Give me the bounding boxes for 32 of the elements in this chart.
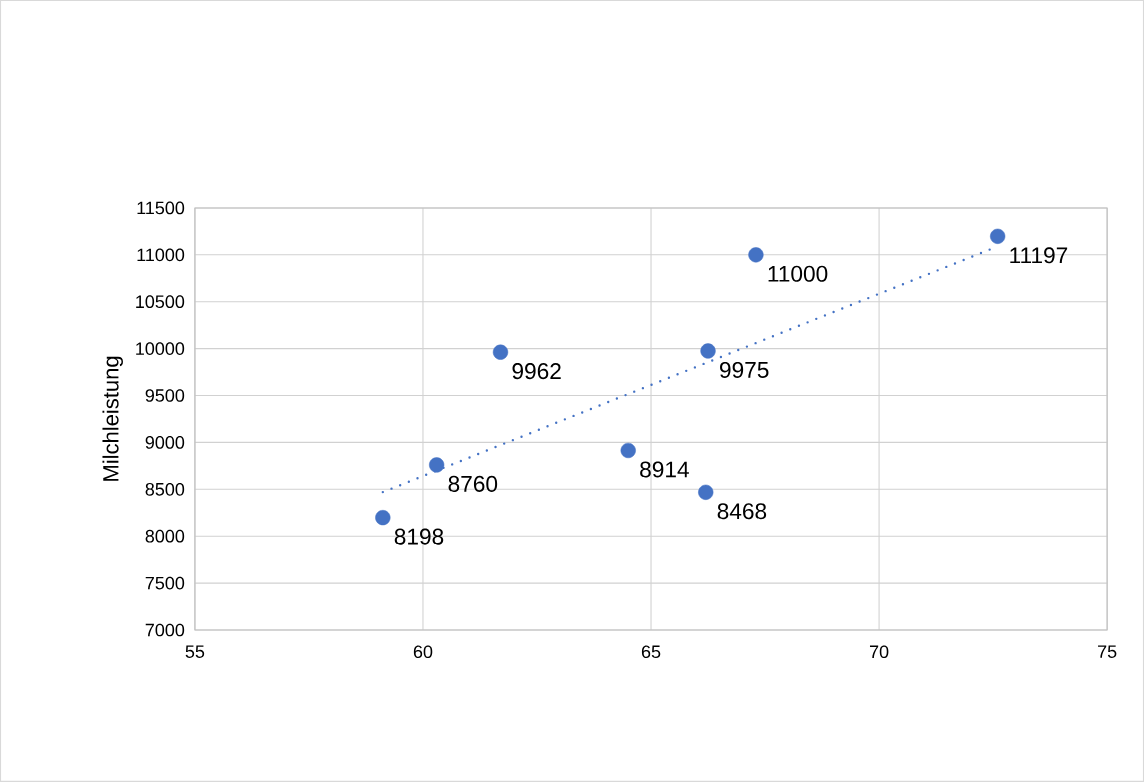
y-tick-label: 8500 (145, 482, 185, 496)
point (492, 344, 509, 360)
y-tick-label: 8000 (145, 529, 185, 543)
y-tick-label: 11000 (137, 248, 185, 262)
y-tick-label: 7000 (145, 623, 185, 637)
point (620, 442, 636, 459)
data-label: 8914 (640, 461, 689, 478)
point (375, 510, 391, 526)
y-tick-label: 9000 (145, 436, 185, 449)
y-tick-label: 11500 (137, 201, 185, 215)
data-label: 8198 (394, 528, 444, 545)
x-tick-label: 55 (185, 645, 205, 658)
point (429, 457, 445, 473)
point (990, 228, 1006, 244)
x-tick-label: 60 (413, 645, 433, 659)
data-label: 11000 (768, 265, 828, 282)
y-axis-title: Milchleistung (102, 356, 123, 481)
data-label: 8468 (717, 503, 767, 520)
data-label: 8760 (448, 475, 498, 492)
data-label: 9962 (512, 363, 561, 380)
x-tick-label: 75 (1098, 645, 1117, 658)
y-tick-label: 10500 (136, 295, 185, 309)
data-label: 9975 (720, 361, 769, 378)
x-tick-label: 65 (641, 645, 661, 659)
point (700, 343, 716, 359)
y-tick-label: 7500 (145, 576, 185, 590)
y-tick-label: 10000 (136, 342, 185, 356)
x-tick-label: 70 (869, 645, 889, 659)
point (748, 247, 764, 263)
data-label: 11197 (1010, 247, 1068, 264)
point (698, 484, 714, 500)
y-tick-label: 9500 (145, 389, 185, 402)
